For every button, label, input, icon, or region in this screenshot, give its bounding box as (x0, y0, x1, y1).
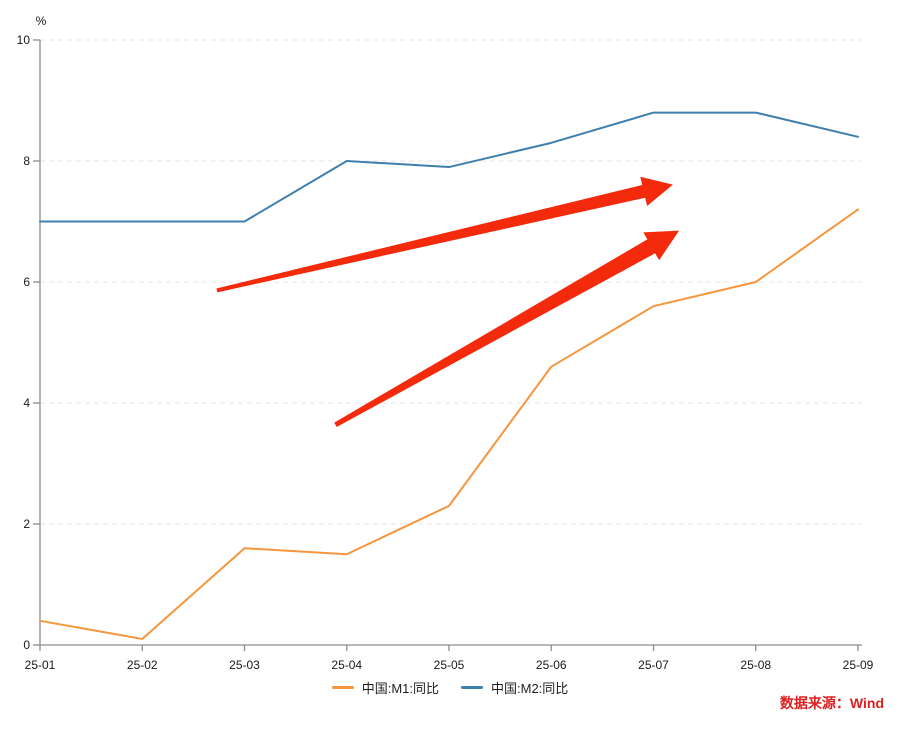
x-tick-label: 25-07 (638, 658, 669, 672)
trend-arrow-annotation-2 (334, 230, 680, 427)
legend-item-m1: 中国:M1:同比 (331, 678, 439, 697)
m2-line-swatch (461, 686, 483, 689)
x-tick-label: 25-02 (127, 658, 158, 672)
trend-arrow-annotation-1 (216, 176, 673, 293)
legend-label-m1: 中国:M1:同比 (361, 681, 439, 696)
y-tick-label: 6 (23, 275, 30, 289)
x-tick-label: 25-08 (740, 658, 771, 672)
x-tick-label: 25-01 (25, 658, 56, 672)
data-source-note: 数据来源：Wind (779, 695, 884, 711)
y-tick-label: 2 (23, 517, 30, 531)
series-line-m2 (39, 111, 859, 223)
x-tick-label: 25-09 (843, 658, 874, 672)
y-tick-label: 8 (23, 154, 30, 168)
chart-legend: 中国:M1:同比 中国:M2:同比 (0, 678, 900, 697)
y-axis-unit-label: % (36, 14, 47, 28)
x-tick-label: 25-04 (331, 658, 362, 672)
y-tick-label: 4 (23, 396, 30, 410)
x-tick-label: 25-03 (229, 658, 260, 672)
legend-item-m2: 中国:M2:同比 (461, 678, 568, 697)
series-line-m1 (39, 208, 859, 640)
y-tick-label: 0 (23, 638, 30, 652)
x-tick-label: 25-06 (536, 658, 567, 672)
y-tick-label: 10 (17, 33, 31, 47)
m1-line-swatch (331, 686, 354, 689)
legend-label-m2: 中国:M2:同比 (491, 681, 569, 696)
x-tick-label: 25-05 (434, 658, 465, 672)
